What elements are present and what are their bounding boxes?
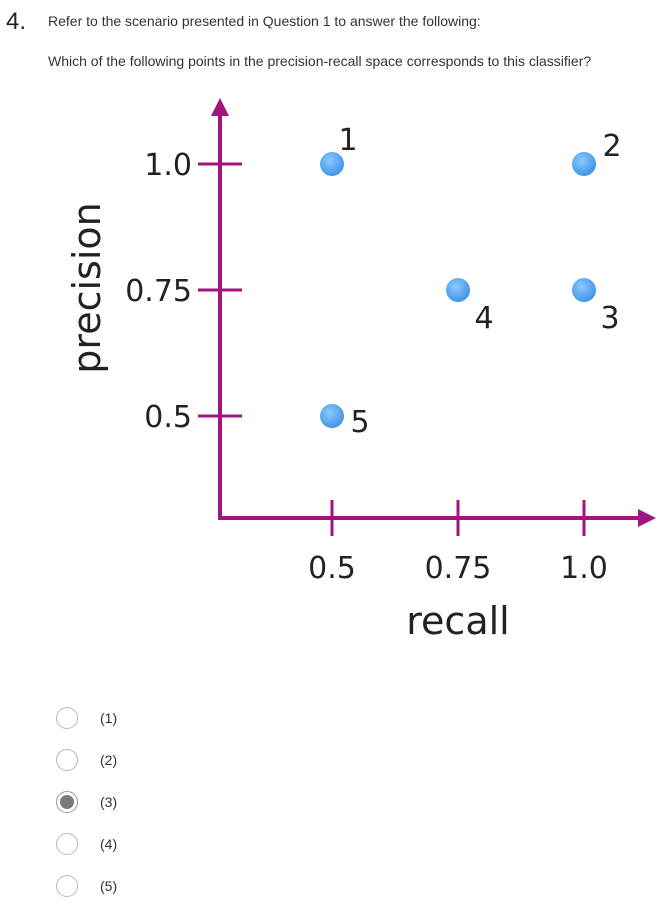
radio-button[interactable] [56, 749, 78, 771]
answer-option-1[interactable]: (1) [56, 706, 256, 732]
radio-button[interactable] [56, 875, 78, 897]
answer-option-3[interactable]: (3) [56, 790, 256, 816]
point-1 [320, 152, 344, 176]
precision-recall-plot: 0.5 0.75 1.0 1.0 0.75 0.5 1 2 3 4 5 recall precis… [65, 98, 656, 643]
answer-option-2[interactable]: (2) [56, 748, 256, 774]
x-axis-arrow [638, 509, 656, 527]
point-5 [320, 404, 344, 428]
radio-button[interactable] [56, 707, 78, 729]
x-tick-label: 0.75 [425, 551, 492, 586]
option-label: (3) [100, 794, 118, 810]
point-2 [572, 152, 596, 176]
answer-option-4[interactable]: (4) [56, 832, 256, 858]
x-tick-label: 1.0 [560, 551, 608, 586]
y-axis-label: precision [65, 202, 109, 373]
y-axis-arrow [211, 98, 229, 116]
option-label: (1) [100, 710, 118, 726]
point-label-4: 4 [474, 301, 493, 336]
radio-button[interactable] [56, 833, 78, 855]
point-label-2: 2 [602, 129, 621, 164]
point-label-3: 3 [600, 301, 619, 336]
y-tick-label: 0.5 [144, 400, 192, 435]
point-3 [572, 278, 596, 302]
question-number: 4. [6, 8, 27, 35]
option-label: (5) [100, 878, 118, 894]
option-label: (4) [100, 836, 118, 852]
option-label: (2) [100, 752, 118, 768]
question-intro: Refer to the scenario presented in Quest… [48, 13, 481, 29]
answer-option-5[interactable]: (5) [56, 874, 256, 900]
y-tick-label: 1.0 [144, 148, 192, 183]
point-label-1: 1 [338, 123, 357, 158]
radio-button[interactable] [56, 791, 78, 813]
question-prompt: Which of the following points in the pre… [48, 53, 592, 69]
x-tick-label: 0.5 [308, 551, 356, 586]
y-tick-label: 0.75 [125, 274, 192, 309]
x-axis-label: recall [406, 599, 509, 643]
point-label-5: 5 [350, 405, 369, 440]
point-4 [446, 278, 470, 302]
